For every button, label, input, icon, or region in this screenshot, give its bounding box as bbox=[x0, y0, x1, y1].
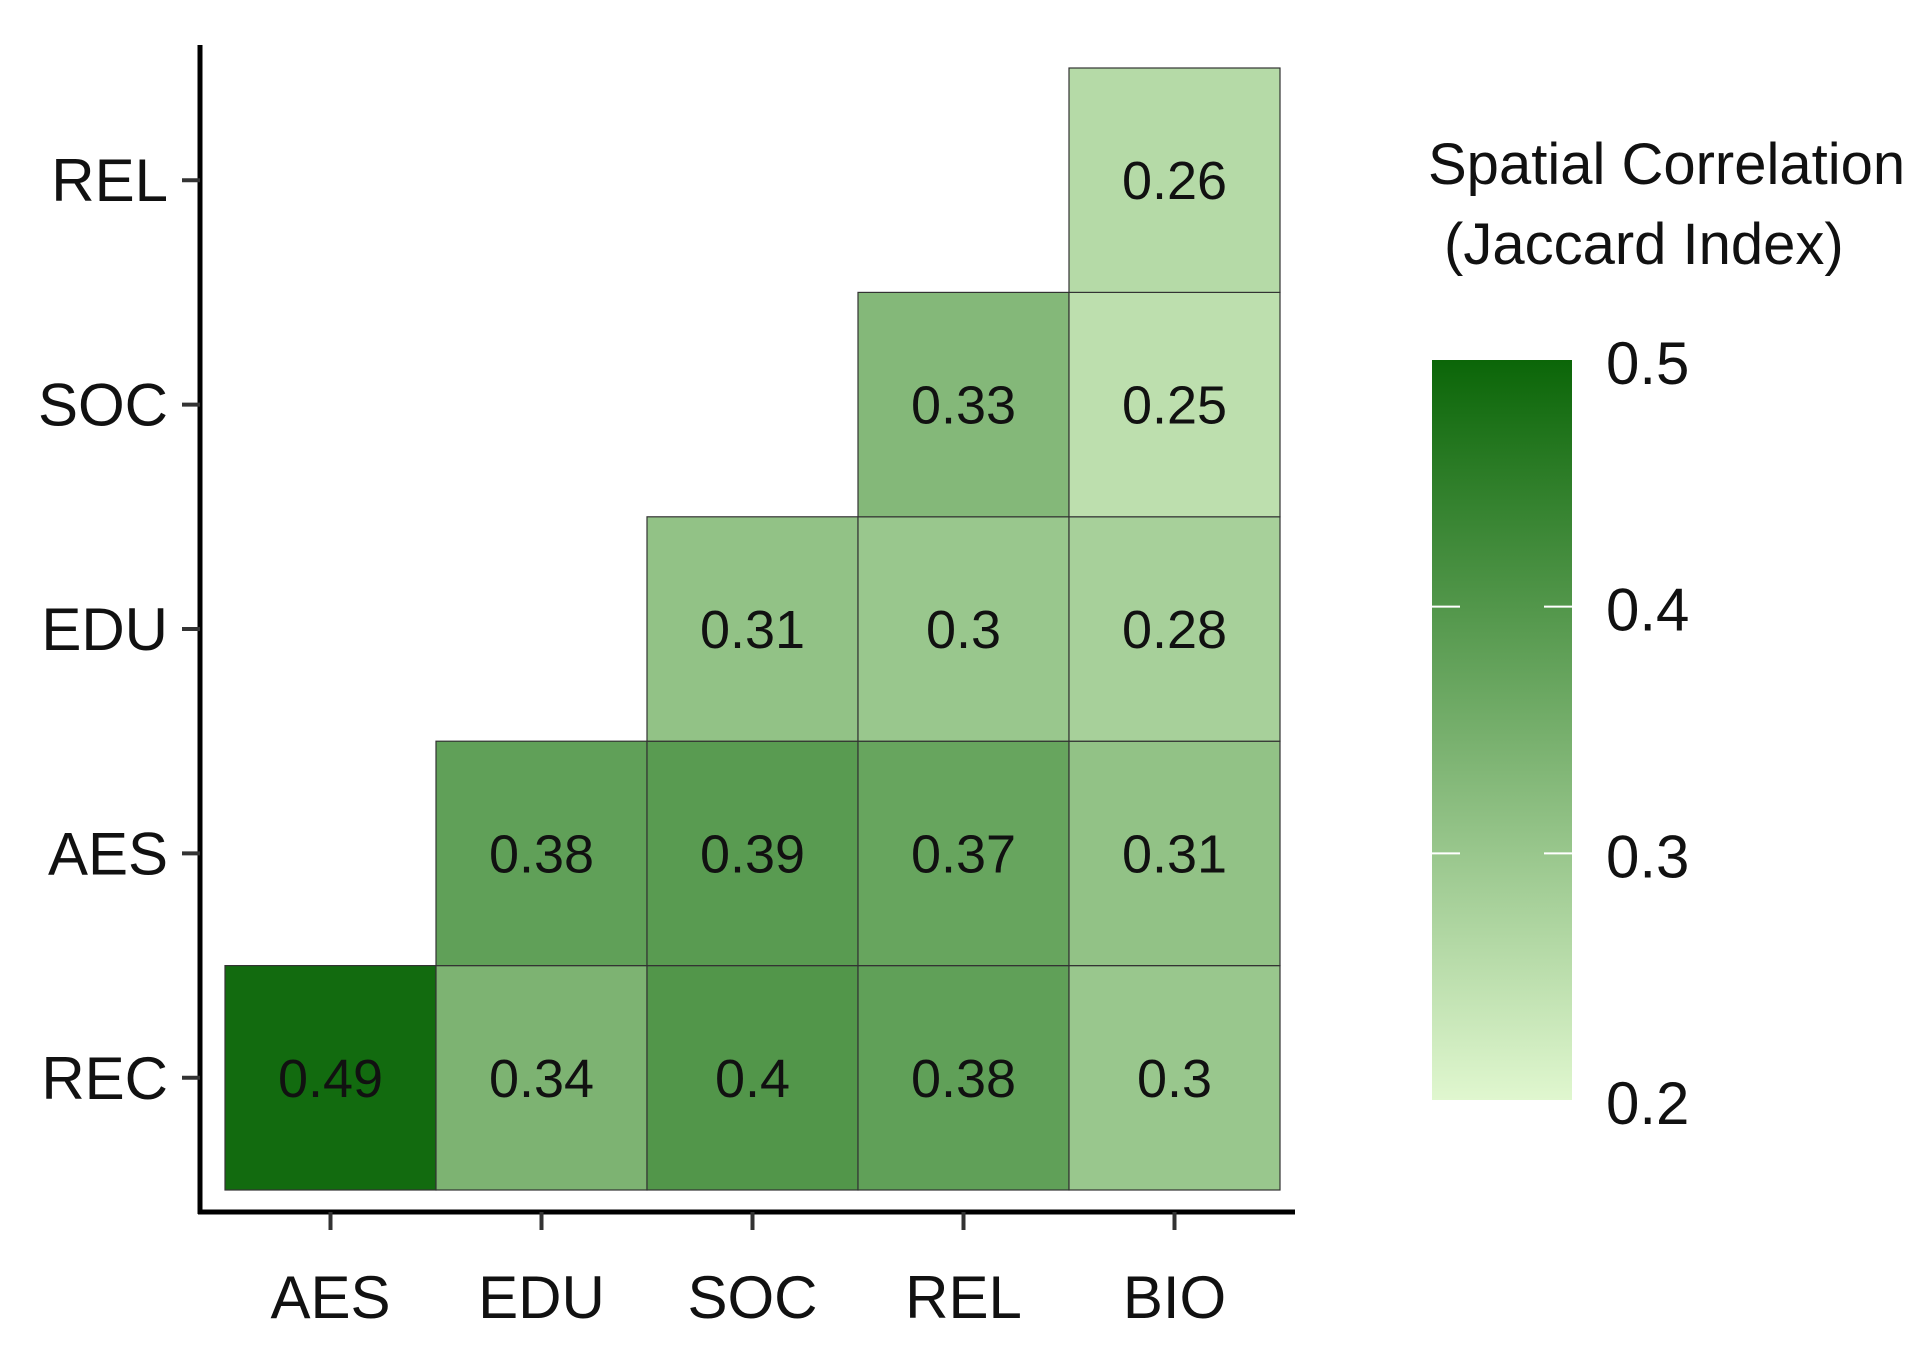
heatmap-cell-bio-edu bbox=[1068, 516, 1281, 742]
y-tick-label: AES bbox=[48, 820, 168, 887]
cell-value-label: 0.4 bbox=[715, 1049, 790, 1109]
cell-value-label: 0.25 bbox=[1122, 376, 1227, 436]
legend-title-line1: Spatial Correlation bbox=[1428, 132, 1905, 197]
x-tick-label: BIO bbox=[1123, 1264, 1226, 1331]
legend-tick-label: 0.4 bbox=[1606, 577, 1689, 644]
heatmap-cell-aes-rec bbox=[224, 964, 437, 1191]
y-tick-label: EDU bbox=[41, 596, 168, 663]
heatmap-cell-rel-rec bbox=[857, 964, 1070, 1191]
cell-value-label: 0.37 bbox=[911, 824, 1016, 884]
legend-title-line2: (Jaccard Index) bbox=[1444, 212, 1844, 277]
heatmap-cell-bio-aes bbox=[1068, 740, 1281, 967]
cell-value-label: 0.39 bbox=[700, 824, 805, 884]
heatmap-cell-rel-aes bbox=[857, 740, 1070, 967]
cell-value-label: 0.3 bbox=[1137, 1049, 1212, 1109]
heatmap-cell-soc-edu bbox=[646, 516, 859, 742]
x-tick-label: EDU bbox=[478, 1264, 605, 1331]
cell-value-label: 0.38 bbox=[489, 824, 594, 884]
x-tick-label: REL bbox=[905, 1264, 1022, 1331]
y-tick-label: REC bbox=[41, 1045, 168, 1112]
x-tick-label: AES bbox=[270, 1264, 390, 1331]
cell-value-label: 0.3 bbox=[926, 600, 1001, 660]
legend-tick-label: 0.5 bbox=[1606, 330, 1689, 397]
heatmap-cell-edu-rec bbox=[435, 964, 648, 1191]
y-tick-label: REL bbox=[51, 147, 168, 214]
legend-colorbar bbox=[1432, 360, 1572, 1100]
heatmap-cell-bio-rec bbox=[1068, 964, 1281, 1191]
cell-value-label: 0.26 bbox=[1122, 151, 1227, 211]
cell-value-label: 0.28 bbox=[1122, 600, 1227, 660]
heatmap-cells: 0.49 0.34 0.4 0.38 0.3 0.38 0.39 0.37 0.31 0.31 0.… bbox=[224, 67, 1281, 1191]
cell-value-label: 0.49 bbox=[278, 1049, 383, 1109]
heatmap-cell-soc-aes bbox=[646, 740, 859, 967]
x-tick-label: SOC bbox=[687, 1264, 817, 1331]
cell-value-label: 0.34 bbox=[489, 1049, 594, 1109]
cell-value-label: 0.38 bbox=[911, 1049, 1016, 1109]
cell-value-label: 0.33 bbox=[911, 376, 1016, 436]
heatmap-cell-bio-rel bbox=[1068, 67, 1281, 293]
cell-value-label: 0.31 bbox=[700, 600, 805, 660]
heatmap-cell-edu-aes bbox=[435, 740, 648, 967]
y-tick-label: SOC bbox=[38, 372, 168, 439]
legend-tick-label: 0.2 bbox=[1606, 1070, 1689, 1137]
legend: Spatial Correlation (Jaccard Index) 0.2 0… bbox=[1428, 132, 1905, 1137]
cell-value-label: 0.31 bbox=[1122, 824, 1227, 884]
legend-tick-label: 0.3 bbox=[1606, 823, 1689, 890]
axes: REC AES EDU SOC REL AES EDU SOC REL BIO bbox=[38, 45, 1295, 1331]
heatmap-cell-rel-soc bbox=[857, 291, 1070, 518]
